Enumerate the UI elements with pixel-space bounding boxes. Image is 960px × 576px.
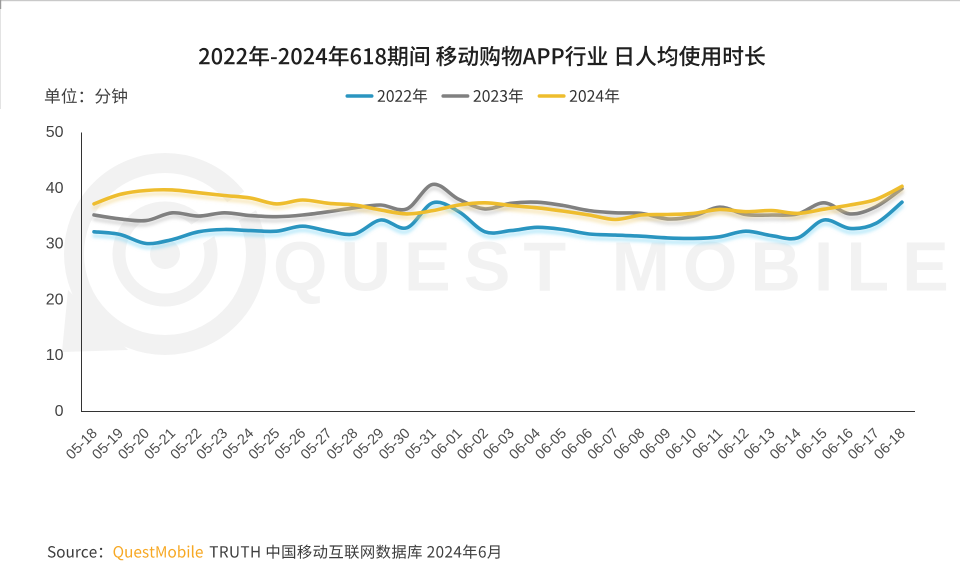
svg-text:30: 30 xyxy=(46,236,64,253)
svg-text:20: 20 xyxy=(46,291,64,308)
svg-text:50: 50 xyxy=(46,124,64,141)
svg-text:40: 40 xyxy=(46,180,64,197)
svg-text:10: 10 xyxy=(46,347,64,364)
svg-text:QUEST MOBILE: QUEST MOBILE xyxy=(273,228,960,306)
svg-text:0: 0 xyxy=(55,403,64,420)
